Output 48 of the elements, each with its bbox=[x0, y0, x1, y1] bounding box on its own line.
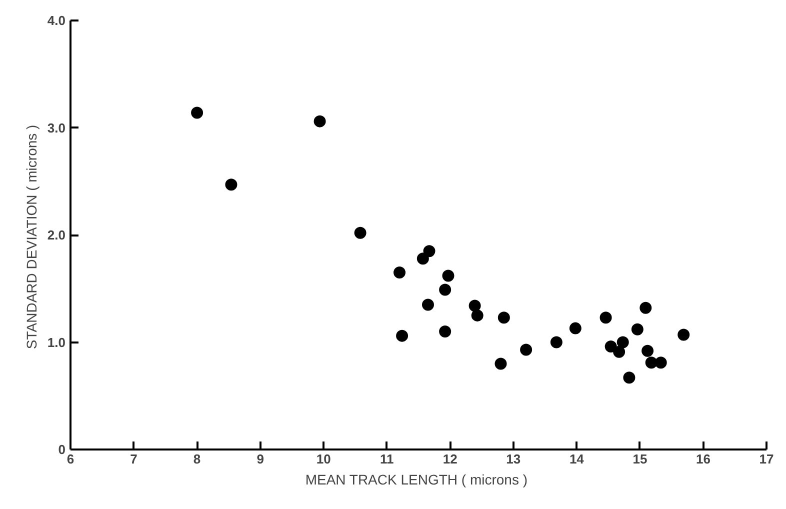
point bbox=[439, 284, 452, 296]
y-tick-label: 4.0 bbox=[47, 13, 66, 28]
point bbox=[678, 328, 690, 341]
point bbox=[314, 115, 326, 128]
point bbox=[604, 340, 617, 353]
x-tick-label: 13 bbox=[506, 452, 521, 466]
point bbox=[613, 346, 626, 358]
point bbox=[439, 326, 452, 338]
y-tick-label: 1.0 bbox=[47, 334, 66, 350]
x-tick-label: 10 bbox=[316, 452, 331, 466]
x-tick-label: 9 bbox=[256, 452, 264, 466]
point bbox=[520, 344, 532, 356]
x-tick-label: 15 bbox=[632, 452, 648, 466]
x-tick-label: 6 bbox=[66, 452, 74, 466]
point bbox=[471, 309, 484, 322]
point bbox=[396, 330, 408, 342]
point bbox=[600, 312, 612, 324]
point bbox=[225, 178, 238, 191]
y-tick-label: 3.0 bbox=[47, 120, 66, 136]
y-axis-title: STANDARD DEVIATION ( microns ) bbox=[23, 124, 40, 350]
x-axis-title: MEAN TRACK LENGTH ( microns ) bbox=[305, 472, 528, 488]
point bbox=[423, 245, 436, 258]
x-tick-label: 16 bbox=[696, 452, 710, 466]
y-tick-label: 2.0 bbox=[47, 228, 66, 242]
point bbox=[642, 344, 654, 357]
point bbox=[654, 356, 667, 369]
x-tick-label: 7 bbox=[130, 452, 138, 466]
point bbox=[354, 226, 366, 239]
point bbox=[494, 358, 507, 370]
point bbox=[631, 323, 644, 336]
point bbox=[640, 302, 652, 314]
x-tick-label: 11 bbox=[380, 452, 394, 466]
point bbox=[442, 270, 454, 282]
x-tick-label: 12 bbox=[442, 452, 458, 466]
point bbox=[416, 252, 429, 265]
x-tick-label: 8 bbox=[193, 452, 201, 466]
point bbox=[569, 322, 582, 334]
point bbox=[191, 106, 204, 119]
x-tick-label: 14 bbox=[569, 452, 585, 466]
point bbox=[468, 300, 481, 312]
point bbox=[394, 266, 406, 279]
point bbox=[422, 298, 434, 311]
point bbox=[550, 336, 562, 348]
x-tick-label: 17 bbox=[759, 452, 774, 466]
point bbox=[616, 336, 629, 348]
point bbox=[498, 312, 510, 324]
point bbox=[623, 372, 636, 384]
y-tick-label: 0 bbox=[58, 442, 66, 457]
